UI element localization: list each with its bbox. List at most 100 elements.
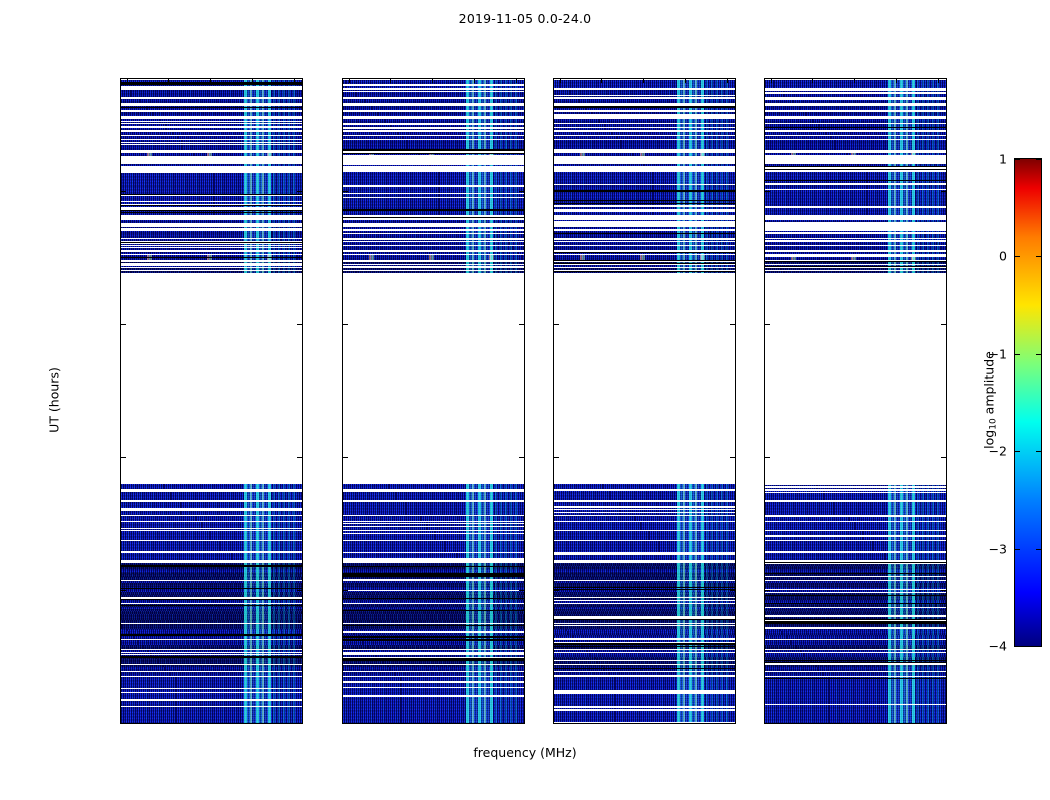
scan-separator <box>765 677 946 679</box>
rfi-band <box>465 226 494 230</box>
rfi-band-secondary <box>494 677 520 723</box>
flagged-scan-row <box>765 206 946 208</box>
flagged-scan-row <box>765 575 946 578</box>
rfi-band <box>887 577 916 581</box>
flagged-scan-row <box>121 125 302 128</box>
scan-separator <box>554 251 735 253</box>
scan-separator <box>765 603 946 605</box>
rfi-band <box>465 592 494 595</box>
scan-band <box>554 267 735 271</box>
rfi-band-secondary <box>272 230 298 238</box>
y-tick-mark <box>297 456 302 458</box>
flagged-scan-row <box>554 706 735 708</box>
rfi-band <box>465 600 494 604</box>
flagged-scan-row <box>343 154 524 157</box>
rfi-band <box>887 172 916 215</box>
scan-band <box>765 522 946 530</box>
y-tick-label: 15 <box>764 316 765 331</box>
flagged-scan-row <box>343 574 524 576</box>
scan-band <box>343 219 524 223</box>
flagged-scan-row <box>765 651 946 653</box>
scan-band <box>765 677 946 723</box>
scan-separator <box>343 573 524 575</box>
rfi-band <box>465 614 494 620</box>
x-tick-mark <box>515 79 517 83</box>
scan-band <box>343 516 524 521</box>
rfi-band <box>887 118 916 123</box>
scan-band <box>121 666 302 672</box>
colorbar-tick-label: −4 <box>988 638 1007 654</box>
x-tick-label: 350 <box>198 723 222 724</box>
x-tick-label: 320 <box>120 723 138 724</box>
rfi-band <box>887 140 916 151</box>
scan-band <box>343 644 524 650</box>
rfi-band <box>676 652 705 658</box>
rfi-band <box>465 267 494 271</box>
rfi-band-secondary <box>494 530 520 540</box>
scan-band <box>121 230 302 238</box>
rfi-band-secondary <box>705 611 731 615</box>
rfi-band-secondary <box>916 580 942 584</box>
x-tick-label: 350 <box>842 723 866 724</box>
rfi-band <box>243 89 272 98</box>
rfi-band <box>243 649 272 653</box>
scan-separator <box>121 241 302 243</box>
rfi-band <box>887 522 916 530</box>
rfi-band-secondary <box>494 540 520 552</box>
rfi-band-secondary <box>705 574 731 577</box>
y-tick-label: 5 <box>120 582 121 597</box>
scan-separator <box>343 636 524 638</box>
rfi-band-secondary <box>494 484 520 490</box>
rfi-band <box>676 611 705 615</box>
rfi-band-secondary <box>705 267 731 271</box>
y-tick-mark <box>343 190 348 192</box>
scan-separator <box>554 668 735 670</box>
flagged-scan-row <box>554 625 735 627</box>
rfi-band-secondary <box>494 603 520 607</box>
scan-band <box>554 226 735 230</box>
flagged-scan-row <box>554 600 735 602</box>
colorbar-tick-mark <box>1036 159 1041 160</box>
rfi-band-secondary <box>272 267 298 271</box>
colorbar-tick-mark <box>1036 646 1041 647</box>
scan-band <box>554 242 735 245</box>
rfi-band <box>465 484 494 490</box>
colorbar-tick-label: −3 <box>988 541 1007 557</box>
scan-band <box>343 664 524 667</box>
rfi-band-secondary <box>705 568 731 573</box>
x-tick-mark <box>432 79 434 83</box>
scan-separator <box>765 266 946 268</box>
rfi-band-secondary <box>494 580 520 584</box>
scan-band <box>554 619 735 624</box>
rfi-band-secondary <box>272 111 298 117</box>
y-tick-label: 10 <box>553 449 554 464</box>
rfi-band <box>243 574 272 577</box>
rfi-band-secondary <box>705 664 731 667</box>
rfi-band <box>465 246 494 251</box>
flagged-scan-row <box>343 90 524 92</box>
scan-band <box>554 131 735 135</box>
scan-band <box>554 606 735 609</box>
x-tick-mark <box>348 79 350 83</box>
y-tick-mark <box>121 723 126 724</box>
rfi-band <box>243 530 272 540</box>
flagged-scan-row <box>554 642 735 645</box>
x-tick-mark <box>812 79 814 83</box>
y-tick-mark <box>297 190 302 192</box>
rfi-band-secondary <box>916 501 942 515</box>
flagged-scan-row <box>121 706 302 708</box>
scan-separator <box>554 262 735 264</box>
y-tick-label: 5 <box>764 582 765 597</box>
rfi-band-secondary <box>705 484 731 490</box>
flagged-scan-row <box>765 159 946 161</box>
y-tick-mark <box>297 323 302 325</box>
rfi-band-secondary <box>705 264 731 268</box>
rfi-band <box>465 261 494 264</box>
scan-band <box>765 131 946 135</box>
scan-band <box>121 592 302 595</box>
scan-band <box>343 619 524 624</box>
colorbar-tick-mark <box>1015 353 1020 355</box>
y-tick-label: 20 <box>342 183 343 198</box>
rfi-band <box>465 671 494 676</box>
rfi-band <box>887 79 916 89</box>
